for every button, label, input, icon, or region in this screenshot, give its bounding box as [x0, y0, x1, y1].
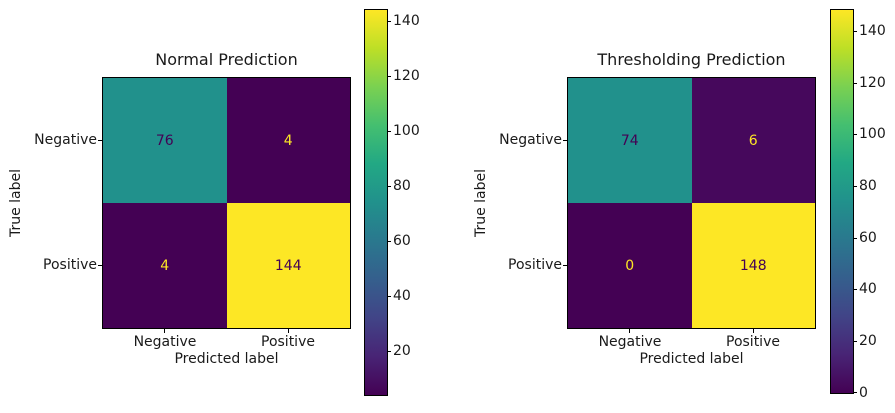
cell-value: 76 — [155, 132, 174, 149]
colorbar-tick-mark — [387, 131, 391, 132]
colorbar-tick-mark — [853, 238, 857, 239]
x-tick-label: Positive — [261, 334, 315, 350]
cell-value: 148 — [739, 257, 767, 274]
y-tick-mark — [563, 265, 567, 266]
colorbar-tick-label: 60 — [393, 233, 411, 249]
x-axis-label: Predicted label — [174, 351, 279, 367]
colorbar-tick-mark — [387, 351, 391, 352]
y-tick-label: Positive — [43, 257, 97, 273]
colorbar-tick-label: 20 — [393, 343, 411, 359]
colorbar-tick-mark — [387, 76, 391, 77]
matrix-cell: 144 — [226, 203, 350, 328]
y-tick-label: Negative — [499, 132, 562, 148]
colorbar-tick-label: 80 — [393, 178, 411, 194]
cell-value: 4 — [160, 257, 170, 274]
colorbar-tick-label: 0 — [859, 385, 868, 401]
y-tick-mark — [563, 140, 567, 141]
colorbar-tick-label: 120 — [393, 68, 420, 84]
plot-title: Normal Prediction — [155, 50, 298, 69]
matrix-cell: 76 — [103, 78, 227, 203]
colorbar-gradient — [831, 10, 853, 393]
colorbar — [830, 9, 854, 394]
x-tick-mark — [753, 329, 754, 333]
colorbar-gradient — [365, 10, 387, 395]
x-axis-label: Predicted label — [639, 351, 744, 367]
y-axis-label: True label — [8, 168, 24, 238]
matrix-cell: 6 — [691, 78, 815, 203]
colorbar-tick-label: 60 — [859, 230, 877, 246]
y-axis-label: True label — [473, 168, 489, 238]
colorbar-tick-label: 80 — [859, 178, 877, 194]
colorbar-tick-mark — [853, 392, 857, 393]
cell-value: 74 — [620, 132, 639, 149]
colorbar-tick-mark — [853, 134, 857, 135]
colorbar-tick-label: 40 — [393, 288, 411, 304]
colorbar-tick-label: 20 — [859, 333, 877, 349]
matrix-cell: 0 — [568, 203, 692, 328]
x-tick-label: Positive — [726, 334, 780, 350]
x-tick-mark — [288, 329, 289, 333]
colorbar — [364, 9, 388, 396]
cell-value: 144 — [274, 257, 302, 274]
x-tick-label: Negative — [133, 334, 197, 350]
colorbar-tick-label: 140 — [393, 13, 420, 29]
y-tick-label: Negative — [34, 132, 97, 148]
cell-value: 6 — [748, 132, 758, 149]
plot-title: Thresholding Prediction — [597, 50, 786, 69]
colorbar-tick-mark — [853, 289, 857, 290]
x-tick-mark — [629, 329, 630, 333]
colorbar-tick-mark — [853, 186, 857, 187]
y-tick-label: Positive — [508, 257, 562, 273]
colorbar-tick-label: 100 — [859, 126, 886, 142]
cell-value: 4 — [283, 132, 293, 149]
matrix-cell: 74 — [568, 78, 692, 203]
cell-value: 0 — [625, 257, 635, 274]
colorbar-tick-mark — [853, 31, 857, 32]
heatmap-grid: 74 6 0 148 — [567, 77, 816, 329]
matrix-cell: 148 — [691, 203, 815, 328]
colorbar-tick-label: 40 — [859, 281, 877, 297]
matrix-cell: 4 — [103, 203, 227, 328]
x-tick-label: Negative — [598, 334, 662, 350]
colorbar-tick-label: 140 — [859, 23, 886, 39]
colorbar-tick-mark — [387, 21, 391, 22]
y-tick-mark — [98, 140, 102, 141]
x-tick-mark — [164, 329, 165, 333]
colorbar-tick-label: 120 — [859, 75, 886, 91]
heatmap-grid: 76 4 4 144 — [102, 77, 351, 329]
colorbar-tick-label: 100 — [393, 123, 420, 139]
colorbar-tick-mark — [387, 296, 391, 297]
colorbar-tick-mark — [853, 83, 857, 84]
colorbar-tick-mark — [853, 341, 857, 342]
colorbar-tick-mark — [387, 241, 391, 242]
colorbar-tick-mark — [387, 186, 391, 187]
y-tick-mark — [98, 265, 102, 266]
matrix-cell: 4 — [226, 78, 350, 203]
